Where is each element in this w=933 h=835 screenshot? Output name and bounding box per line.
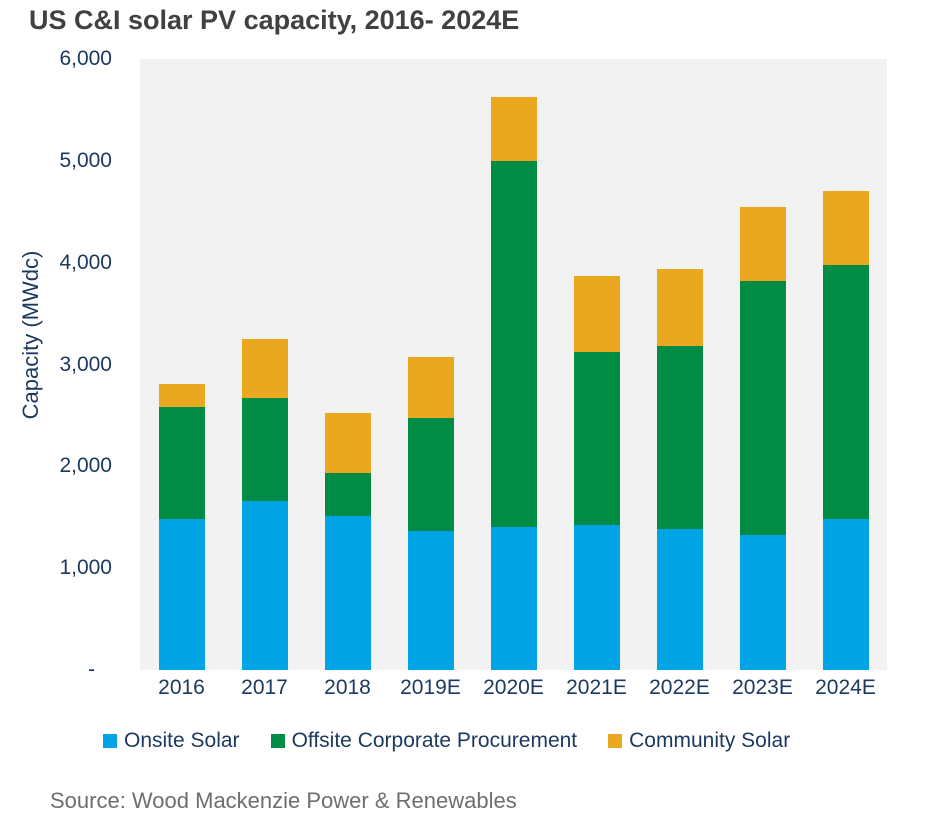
bar-segment-offsite-corporate-procurement-2021E (573, 352, 620, 526)
bar-segment-offsite-corporate-procurement-2019E (407, 418, 454, 531)
x-tick-label-2024E: 2024E (815, 676, 876, 699)
plot-bars (140, 59, 887, 670)
y-tick-label: 1,000 (59, 556, 112, 580)
source-note: Source: Wood Mackenzie Power & Renewable… (50, 788, 517, 813)
y-tick-label: 3,000 (59, 352, 112, 376)
x-tick-label-2020E: 2020E (483, 676, 544, 699)
x-tick-label-2019E: 2019E (400, 676, 461, 699)
x-tick-label-2022E: 2022E (649, 676, 710, 699)
bar-column-2023E (721, 59, 804, 670)
bar-segment-offsite-corporate-procurement-2016 (158, 407, 205, 520)
legend-item-community-solar: Community Solar (608, 729, 790, 753)
bar-segment-community-solar-2023E (739, 206, 786, 281)
y-tick-label: 4,000 (59, 250, 112, 274)
bar-stack (324, 59, 371, 670)
bar-segment-community-solar-2016 (158, 383, 205, 408)
bar-segment-onsite-solar-2016 (158, 519, 205, 670)
bar-column-2022E (638, 59, 721, 670)
legend-swatch-icon (270, 734, 285, 748)
bar-segment-onsite-solar-2021E (573, 525, 620, 670)
bar-stack (407, 59, 454, 670)
bar-column-2021E (555, 59, 638, 670)
bar-segment-onsite-solar-2022E (656, 529, 703, 670)
bar-stack (656, 59, 703, 670)
chart-title: US C&I solar PV capacity, 2016- 2024E (29, 5, 520, 35)
y-tick-label: 5,000 (59, 148, 112, 172)
x-axis-tick-labels: 2016 2017 2018 2019E 2020E 2021E 2022E 2023E 202… (140, 676, 887, 700)
bar-stack (158, 59, 205, 670)
legend-label: Offsite Corporate Procurement (291, 729, 578, 752)
bar-segment-community-solar-2018 (324, 413, 371, 474)
bar-segment-onsite-solar-2019E (407, 530, 454, 670)
bar-segment-community-solar-2017 (241, 339, 288, 399)
bar-stack (241, 59, 288, 670)
y-tick-label: 2,000 (59, 454, 112, 478)
bar-segment-offsite-corporate-procurement-2022E (656, 346, 703, 530)
bar-column-2017 (223, 59, 306, 670)
bar-column-2016 (140, 59, 223, 670)
bar-segment-onsite-solar-2018 (324, 515, 371, 670)
x-tick-label-2016: 2016 (158, 676, 205, 699)
bar-column-2019E (389, 59, 472, 670)
bar-stack (739, 59, 786, 670)
bar-segment-onsite-solar-2024E (822, 519, 869, 670)
bar-segment-community-solar-2020E (490, 96, 537, 161)
bar-column-2020E (472, 59, 555, 670)
y-tick-label: 6,000 (59, 47, 112, 70)
x-tick-label-2018: 2018 (324, 676, 371, 699)
bar-segment-offsite-corporate-procurement-2020E (490, 160, 537, 528)
bar-segment-community-solar-2024E (822, 191, 869, 265)
bar-stack (573, 59, 620, 670)
bar-segment-onsite-solar-2020E (490, 527, 537, 670)
legend-label: Onsite Solar (124, 729, 240, 752)
bar-stack (490, 59, 537, 670)
x-tick-label-2023E: 2023E (732, 676, 793, 699)
bar-segment-offsite-corporate-procurement-2018 (324, 473, 371, 516)
legend-swatch-icon (608, 734, 623, 748)
legend-item-onsite-solar: Onsite Solar (103, 729, 240, 753)
x-tick-label-2021E: 2021E (566, 676, 627, 699)
legend: Onsite Solar Offsite Corporate Procuremen… (103, 729, 790, 753)
legend-swatch-icon (103, 734, 117, 748)
bar-column-2024E (804, 59, 887, 670)
bar-segment-community-solar-2021E (573, 275, 620, 353)
bar-stack (822, 59, 869, 670)
legend-item-offsite-corporate-procurement: Offsite Corporate Procurement (270, 729, 578, 753)
bar-segment-offsite-corporate-procurement-2017 (241, 398, 288, 501)
bar-segment-offsite-corporate-procurement-2024E (822, 264, 869, 520)
bar-segment-onsite-solar-2017 (241, 500, 288, 670)
y-axis-tick-labels: 6,000 5,000 4,000 3,000 2,000 1,000 - (0, 0, 112, 700)
x-tick-label-2017: 2017 (241, 676, 288, 699)
legend-label: Community Solar (629, 729, 791, 752)
y-tick-label: - (88, 658, 95, 681)
bar-segment-offsite-corporate-procurement-2023E (739, 281, 786, 535)
bar-segment-community-solar-2019E (407, 357, 454, 419)
bar-segment-community-solar-2022E (656, 268, 703, 347)
bar-segment-onsite-solar-2023E (739, 534, 786, 670)
plot-area (140, 59, 887, 670)
bar-column-2018 (306, 59, 389, 670)
